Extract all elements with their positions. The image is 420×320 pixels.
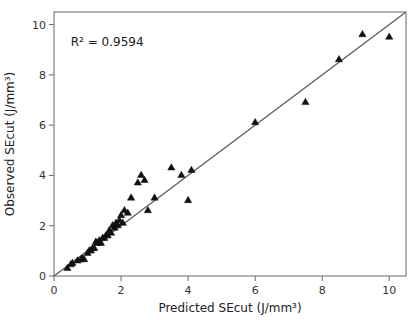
axes: 0 2 4 6 8 10 0 2 4 6 8 10 — [32, 19, 396, 297]
scatter-point — [141, 176, 148, 182]
y-tick-label: 8 — [39, 69, 46, 82]
x-tick-label: 4 — [185, 284, 192, 297]
x-tick-label: 0 — [51, 284, 58, 297]
x-tick-label: 8 — [319, 284, 326, 297]
y-tick — [49, 225, 54, 226]
scatter-point — [252, 118, 259, 124]
chart: 0 2 4 6 8 10 0 2 4 6 8 10 Predicted SEcut (J/mm³) Obs… — [0, 0, 420, 320]
x-tick-label: 6 — [252, 284, 259, 297]
y-tick — [49, 276, 54, 277]
annotation: R² = 0.9594 — [71, 35, 144, 49]
x-tick — [322, 276, 323, 281]
x-tick-label: 10 — [382, 284, 396, 297]
scatter-point — [335, 56, 342, 62]
x-tick-label: 2 — [118, 284, 125, 297]
y-tick-label: 2 — [39, 220, 46, 233]
scatter-point — [144, 206, 151, 212]
x-tick — [54, 276, 55, 281]
scatter-point — [127, 194, 134, 200]
scatter-point — [81, 255, 88, 261]
x-tick — [255, 276, 256, 281]
scatter-point — [188, 166, 195, 172]
y-tick-label: 6 — [39, 119, 46, 132]
scatter-point — [124, 209, 131, 215]
scatter-point — [138, 171, 145, 177]
y-axis-label: Observed SEcut (J/mm³) — [3, 72, 17, 217]
y-tick — [49, 24, 54, 25]
scatter-point — [184, 196, 191, 202]
scatter-point — [302, 98, 309, 104]
plot-frame — [54, 12, 406, 276]
y-tick-label: 0 — [39, 270, 46, 283]
scatter-point — [178, 171, 185, 177]
scatter-point — [119, 219, 126, 225]
scatter-point — [134, 179, 141, 185]
reference-line — [54, 12, 406, 276]
x-tick — [389, 276, 390, 281]
scatter-point — [151, 194, 158, 200]
scatter-point — [359, 30, 366, 36]
background — [0, 0, 420, 320]
y-tick — [49, 175, 54, 176]
y-tick — [49, 125, 54, 126]
scatter-point — [168, 164, 175, 170]
data — [54, 12, 406, 276]
scatter-point — [386, 33, 393, 39]
x-tick — [188, 276, 189, 281]
y-tick — [49, 74, 54, 75]
x-tick — [121, 276, 122, 281]
x-axis-label: Predicted SEcut (J/mm³) — [158, 301, 301, 315]
y-tick-label: 4 — [39, 169, 46, 182]
y-tick-label: 10 — [32, 19, 46, 32]
